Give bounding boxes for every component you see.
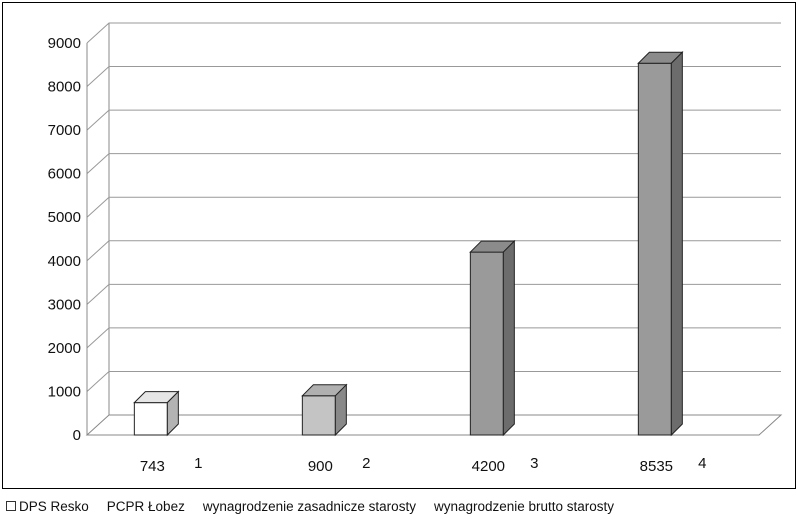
y-tick-label: 2000 bbox=[48, 340, 81, 357]
y-tick-label: 3000 bbox=[48, 296, 81, 313]
gridline bbox=[86, 283, 781, 305]
y-tick-label: 4000 bbox=[48, 253, 81, 270]
legend-label-dps-resko: DPS Resko bbox=[19, 498, 89, 514]
gridline bbox=[86, 196, 781, 218]
y-tick-label: 7000 bbox=[48, 122, 81, 139]
bar-front bbox=[301, 395, 336, 436]
gridline bbox=[86, 240, 781, 262]
legend-item-dps-resko: DPS Resko bbox=[6, 499, 89, 514]
legend-label-pcpr-lobez: PCPR Łobez bbox=[106, 498, 185, 514]
legend-item-wynagrodzenie-zasadnicze: wynagrodzenie zasadnicze starosty bbox=[203, 499, 416, 514]
y-tick-label: 8000 bbox=[48, 79, 81, 96]
legend: DPS Resko PCPR Łobez wynagrodzenie zasad… bbox=[6, 495, 614, 517]
legend-label-wynagrodzenie-zasadnicze: wynagrodzenie zasadnicze starosty bbox=[202, 498, 416, 514]
chart-floor bbox=[85, 414, 783, 436]
bar-side bbox=[334, 383, 347, 437]
bar-side bbox=[670, 51, 683, 437]
legend-swatch-dps-resko bbox=[6, 501, 16, 511]
data-label: 8535 bbox=[640, 458, 673, 475]
data-label: 900 bbox=[308, 458, 333, 475]
bar-front bbox=[133, 402, 168, 436]
legend-label-wynagrodzenie-brutto: wynagrodzenie brutto starosty bbox=[433, 498, 615, 514]
chart-frame: 0 1000 2000 3000 4000 5000 6000 7000 8000 9000 743… bbox=[2, 2, 796, 489]
gridline bbox=[86, 66, 781, 87]
y-tick-label: 0 bbox=[73, 427, 81, 444]
data-label: 743 bbox=[140, 458, 165, 475]
bar-side bbox=[502, 239, 515, 437]
gridline bbox=[86, 22, 781, 44]
x-tick-label: 4 bbox=[698, 455, 706, 472]
gridline bbox=[86, 153, 781, 175]
gridline bbox=[86, 370, 781, 392]
bar-front bbox=[469, 251, 504, 436]
x-tick-label: 2 bbox=[362, 455, 370, 472]
bar-front bbox=[637, 62, 672, 436]
x-tick-label: 1 bbox=[194, 455, 202, 472]
gridline bbox=[86, 327, 781, 349]
bar-side bbox=[166, 390, 179, 437]
legend-item-wynagrodzenie-brutto: wynagrodzenie brutto starosty bbox=[434, 499, 614, 514]
x-tick-label: 3 bbox=[530, 455, 538, 472]
y-tick-label: 1000 bbox=[48, 383, 81, 400]
y-tick-label: 5000 bbox=[48, 209, 81, 226]
gridline bbox=[86, 109, 781, 131]
legend-item-pcpr-lobez: PCPR Łobez bbox=[107, 499, 185, 514]
data-label: 4200 bbox=[472, 458, 505, 475]
bar-chart: 0 1000 2000 3000 4000 5000 6000 7000 8000 9000 743… bbox=[48, 22, 783, 475]
y-tick-label: 6000 bbox=[48, 166, 81, 183]
y-tick-label: 9000 bbox=[48, 35, 81, 52]
